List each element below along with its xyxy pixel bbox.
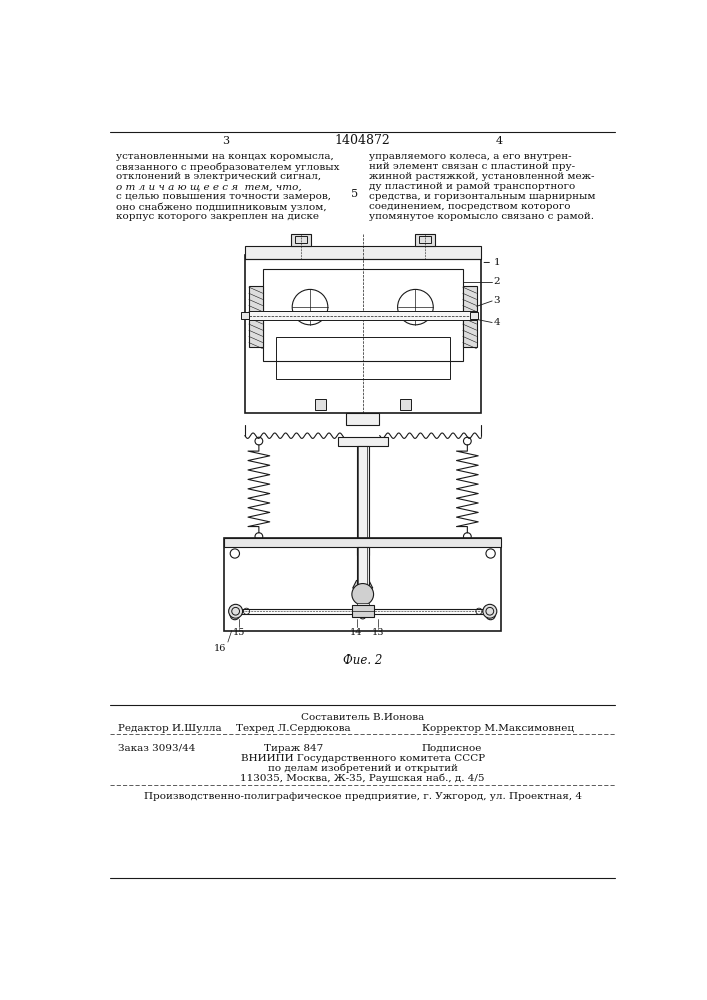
Text: Заказ 3093/44: Заказ 3093/44 <box>118 744 195 753</box>
Text: 2: 2 <box>493 277 501 286</box>
Text: средства, и горизонтальным шарнирным: средства, и горизонтальным шарнирным <box>369 192 595 201</box>
Text: соединением, посредством которого: соединением, посредством которого <box>369 202 571 211</box>
Bar <box>414 234 435 246</box>
Text: 16: 16 <box>214 644 226 653</box>
Bar <box>356 614 369 617</box>
Circle shape <box>228 604 243 618</box>
Bar <box>470 312 478 319</box>
Bar <box>249 286 263 347</box>
Bar <box>245 246 481 259</box>
Bar <box>315 399 325 410</box>
Text: связанного с преобразователем угловых: связанного с преобразователем угловых <box>115 162 339 172</box>
Text: 1404872: 1404872 <box>335 134 390 147</box>
Bar <box>338 437 387 446</box>
Text: 5: 5 <box>351 189 358 199</box>
Text: с целью повышения точности замеров,: с целью повышения точности замеров, <box>115 192 330 201</box>
Bar <box>263 269 462 361</box>
Bar <box>346 413 379 425</box>
Text: 4: 4 <box>493 318 501 327</box>
Bar <box>224 538 501 547</box>
Text: 13: 13 <box>372 628 385 637</box>
Bar <box>400 399 411 410</box>
Text: 3: 3 <box>222 136 229 146</box>
Bar <box>295 236 307 243</box>
Text: управляемого колеса, а его внутрен-: управляемого колеса, а его внутрен- <box>369 152 571 161</box>
Text: 3: 3 <box>493 296 501 305</box>
Text: жинной растяжкой, установленной меж-: жинной растяжкой, установленной меж- <box>369 172 595 181</box>
Text: Производственно-полиграфическое предприятие, г. Ужгород, ул. Проектная, 4: Производственно-полиграфическое предприя… <box>144 792 582 801</box>
Text: установленными на концах коромысла,: установленными на концах коромысла, <box>115 152 333 161</box>
Text: 113035, Москва, Ж-35, Раушская наб., д. 4/5: 113035, Москва, Ж-35, Раушская наб., д. … <box>240 774 485 783</box>
Bar <box>356 547 369 590</box>
Text: Корректор М.Максимовнец: Корректор М.Максимовнец <box>421 724 574 733</box>
Text: ду пластиной и рамой транспортного: ду пластиной и рамой транспортного <box>369 182 575 191</box>
Text: оно снабжено подшипниковым узлом,: оно снабжено подшипниковым узлом, <box>115 202 326 212</box>
Text: 14: 14 <box>350 628 363 637</box>
Circle shape <box>360 613 366 619</box>
Bar <box>462 286 477 347</box>
Text: 1: 1 <box>493 258 501 267</box>
Bar <box>356 603 369 606</box>
Bar <box>276 337 450 379</box>
Bar <box>419 236 431 243</box>
Text: 4: 4 <box>496 136 503 146</box>
Polygon shape <box>353 580 373 588</box>
Text: по делам изобретений и открытий: по делам изобретений и открытий <box>268 764 457 773</box>
Text: ВНИИПИ Государственного комитета СССР: ВНИИПИ Государственного комитета СССР <box>240 754 485 763</box>
Text: корпус которого закреплен на диске: корпус которого закреплен на диске <box>115 212 318 221</box>
Text: Подписное: Подписное <box>421 744 482 753</box>
Text: Техред Л.Сердюкова: Техред Л.Сердюкова <box>236 724 351 733</box>
Text: отклонений в электрический сигнал,: отклонений в электрический сигнал, <box>115 172 321 181</box>
Text: 15: 15 <box>233 628 245 637</box>
Bar <box>241 312 249 319</box>
Text: ний элемент связан с пластиной пру-: ний элемент связан с пластиной пру- <box>369 162 575 171</box>
Bar <box>356 607 369 610</box>
Bar <box>356 446 369 555</box>
Text: упомянутое коромысло связано с рамой.: упомянутое коромысло связано с рамой. <box>369 212 594 221</box>
Bar <box>224 538 501 631</box>
Text: Составитель В.Ионова: Составитель В.Ионова <box>301 713 424 722</box>
Circle shape <box>352 584 373 605</box>
Bar <box>352 605 373 617</box>
Text: Редактор И.Шулла: Редактор И.Шулла <box>118 724 221 733</box>
Bar <box>356 610 369 614</box>
Text: Тираж 847: Тираж 847 <box>264 744 323 753</box>
Bar <box>291 234 311 246</box>
Bar <box>245 255 481 413</box>
Bar <box>249 311 477 320</box>
Text: о т л и ч а ю щ е е с я  тем, что,: о т л и ч а ю щ е е с я тем, что, <box>115 182 301 191</box>
Text: Фие. 2: Фие. 2 <box>343 654 382 667</box>
Circle shape <box>483 604 497 618</box>
